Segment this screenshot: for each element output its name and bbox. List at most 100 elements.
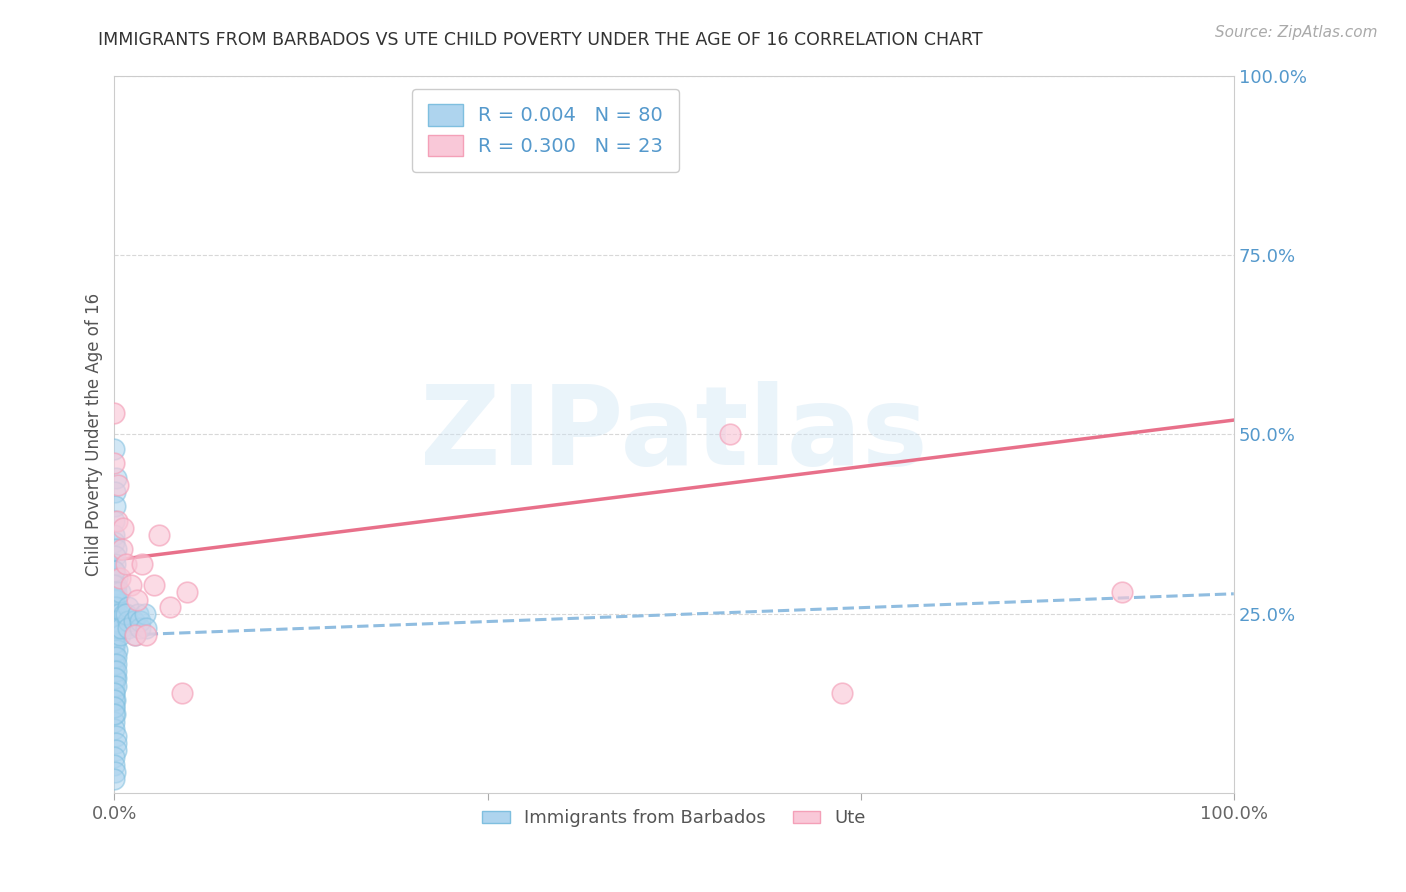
Point: [124, 628, 146, 642]
Point: [104, 650, 127, 665]
Text: Source: ZipAtlas.com: Source: ZipAtlas.com: [1215, 25, 1378, 40]
Point: [103, 456, 125, 470]
Point: [103, 599, 125, 614]
Point: [103, 722, 125, 736]
Point: [104, 672, 127, 686]
Point: [103, 757, 125, 772]
Point: [103, 772, 125, 786]
Point: [103, 657, 125, 672]
Point: [105, 592, 128, 607]
Point: [127, 607, 149, 621]
Point: [104, 628, 127, 642]
Point: [103, 707, 125, 722]
Point: [103, 714, 125, 729]
Point: [104, 578, 127, 592]
Point: [117, 599, 139, 614]
Point: [104, 707, 127, 722]
Point: [831, 686, 853, 700]
Point: [104, 764, 127, 779]
Point: [103, 578, 125, 592]
Point: [105, 642, 128, 657]
Point: [105, 571, 128, 585]
Point: [104, 557, 127, 571]
Point: [104, 599, 127, 614]
Point: [103, 686, 125, 700]
Point: [104, 607, 127, 621]
Point: [117, 614, 139, 628]
Point: [104, 549, 127, 564]
Point: [104, 635, 127, 649]
Point: [125, 592, 148, 607]
Point: [107, 621, 129, 635]
Point: [105, 542, 128, 557]
Point: [103, 650, 125, 665]
Point: [103, 535, 125, 549]
Point: [105, 665, 128, 679]
Text: ZIPatlas: ZIPatlas: [420, 381, 928, 488]
Point: [103, 665, 125, 679]
Point: [103, 686, 125, 700]
Point: [129, 621, 152, 635]
Legend: Immigrants from Barbados, Ute: Immigrants from Barbados, Ute: [475, 802, 873, 835]
Point: [103, 564, 125, 578]
Text: IMMIGRANTS FROM BARBADOS VS UTE CHILD POVERTY UNDER THE AGE OF 16 CORRELATION CH: IMMIGRANTS FROM BARBADOS VS UTE CHILD PO…: [98, 31, 983, 49]
Point: [105, 514, 128, 528]
Point: [105, 585, 128, 599]
Point: [103, 750, 125, 764]
Point: [103, 621, 125, 635]
Point: [103, 442, 125, 456]
Point: [103, 628, 125, 642]
Point: [105, 614, 128, 628]
Point: [103, 700, 125, 714]
Point: [103, 406, 125, 420]
Point: [122, 614, 145, 628]
Point: [103, 592, 125, 607]
Point: [105, 657, 128, 672]
Point: [142, 578, 165, 592]
Point: [103, 679, 125, 693]
Point: [105, 729, 128, 743]
Point: [129, 614, 152, 628]
Point: [148, 528, 170, 542]
Point: [103, 564, 125, 578]
Point: [114, 557, 136, 571]
Point: [103, 693, 125, 707]
Point: [103, 635, 125, 649]
Point: [108, 571, 131, 585]
Point: [111, 542, 134, 557]
Point: [103, 599, 125, 614]
Point: [105, 679, 128, 693]
Point: [103, 700, 125, 714]
Point: [170, 686, 193, 700]
Point: [103, 514, 125, 528]
Point: [108, 585, 131, 599]
Point: [103, 642, 125, 657]
Point: [159, 599, 181, 614]
Point: [108, 628, 131, 642]
Point: [103, 528, 125, 542]
Point: [112, 607, 135, 621]
Point: [120, 578, 142, 592]
Point: [135, 628, 157, 642]
Point: [104, 484, 127, 499]
Point: [134, 607, 156, 621]
Point: [107, 477, 129, 491]
Point: [103, 614, 125, 628]
Point: [105, 736, 128, 750]
Point: [103, 585, 125, 599]
Point: [103, 585, 125, 599]
Point: [176, 585, 198, 599]
Point: [131, 557, 153, 571]
Y-axis label: Child Poverty Under the Age of 16: Child Poverty Under the Age of 16: [86, 293, 103, 576]
Point: [112, 521, 135, 535]
Point: [1111, 585, 1133, 599]
Point: [104, 693, 127, 707]
Point: [104, 500, 127, 514]
Point: [108, 607, 131, 621]
Point: [104, 672, 127, 686]
Point: [105, 470, 128, 484]
Point: [110, 621, 132, 635]
Point: [135, 621, 157, 635]
Point: [718, 427, 741, 442]
Point: [103, 614, 125, 628]
